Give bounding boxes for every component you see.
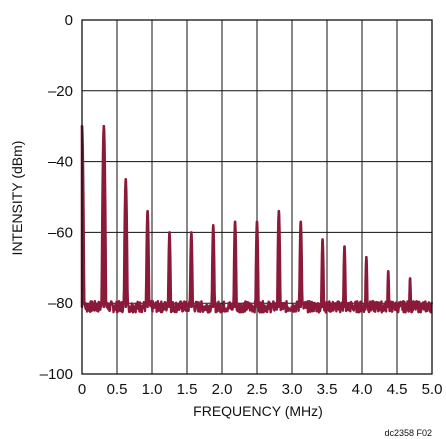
y-tick-label: –20 xyxy=(48,83,73,100)
y-tick-label: 0 xyxy=(65,12,73,29)
x-tick-label: 0.5 xyxy=(107,381,128,398)
x-tick-label: 1.5 xyxy=(177,381,198,398)
y-tick-label: –60 xyxy=(48,224,73,241)
y-tick-label: –40 xyxy=(48,154,73,171)
x-axis-title: FREQUENCY (MHz) xyxy=(193,403,323,419)
y-tick-label: –80 xyxy=(48,295,73,312)
x-tick-label: 3.0 xyxy=(282,381,303,398)
x-tick-label: 2.0 xyxy=(212,381,233,398)
y-tick-label: –100 xyxy=(40,366,73,383)
x-tick-labels: 0 0.5 1.0 1.5 2.0 2.5 3.0 3.5 4.0 4.5 5.0 xyxy=(78,381,443,398)
x-tick-label: 2.5 xyxy=(247,381,268,398)
x-tick-label: 4.5 xyxy=(387,381,408,398)
figure-code: dc2358 F02 xyxy=(384,428,432,438)
x-tick-label: 1.0 xyxy=(142,381,163,398)
x-tick-label: 0 xyxy=(78,381,86,398)
x-tick-label: 3.5 xyxy=(317,381,338,398)
spectrum-trace xyxy=(80,124,434,314)
x-tick-label: 5.0 xyxy=(422,381,443,398)
plot-frame xyxy=(81,19,433,375)
y-tick-labels: 0 –20 –40 –60 –80 –100 xyxy=(40,12,73,383)
grid xyxy=(82,20,432,374)
x-tick-label: 4.0 xyxy=(352,381,373,398)
y-axis-title: INTENSITY (dBm) xyxy=(9,141,25,256)
